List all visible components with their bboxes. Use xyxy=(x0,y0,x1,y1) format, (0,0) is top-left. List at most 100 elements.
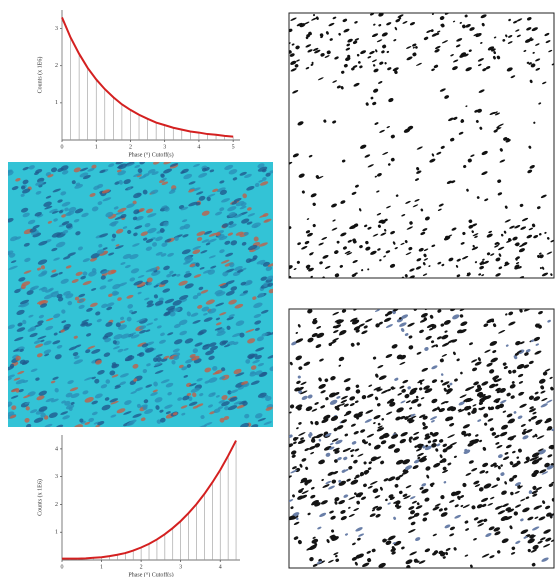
spot xyxy=(137,168,143,174)
spot xyxy=(330,415,339,421)
spot xyxy=(540,390,546,394)
spot xyxy=(346,252,353,256)
spot xyxy=(533,121,536,124)
spot xyxy=(423,253,427,258)
spot xyxy=(513,411,517,414)
spot xyxy=(132,243,140,247)
spot xyxy=(521,217,529,222)
spot xyxy=(348,465,353,470)
spot xyxy=(56,344,63,349)
spot xyxy=(135,215,144,221)
spot xyxy=(254,320,262,325)
spot xyxy=(533,396,541,401)
spot xyxy=(550,539,554,542)
spot xyxy=(160,173,165,178)
spot xyxy=(88,417,95,423)
spot xyxy=(451,227,457,231)
spot xyxy=(362,439,366,444)
spot xyxy=(502,503,509,508)
spot xyxy=(356,500,360,505)
spot xyxy=(298,422,302,425)
spot xyxy=(455,44,461,48)
spot xyxy=(531,562,536,567)
spot xyxy=(545,505,551,510)
spot xyxy=(38,390,47,396)
spot xyxy=(109,221,119,226)
spot xyxy=(188,188,195,193)
spot xyxy=(171,360,176,365)
spot xyxy=(418,247,424,252)
spot xyxy=(493,378,497,383)
spot xyxy=(304,21,310,25)
spot xyxy=(352,65,358,69)
spot xyxy=(10,395,19,399)
spot xyxy=(368,442,372,446)
spot xyxy=(322,254,329,259)
spot xyxy=(412,46,415,49)
spot xyxy=(400,242,405,246)
spot xyxy=(422,517,428,522)
spot xyxy=(196,403,204,407)
spot xyxy=(160,417,166,423)
spot xyxy=(111,362,116,366)
spot xyxy=(233,341,239,346)
spot xyxy=(378,81,383,84)
spot xyxy=(305,264,311,269)
x-tick-label: 0 xyxy=(61,564,64,570)
spot xyxy=(163,355,170,360)
spot xyxy=(54,354,62,360)
spot xyxy=(456,258,461,262)
spot xyxy=(196,231,206,236)
spot xyxy=(51,247,58,252)
spot xyxy=(376,39,383,43)
spot xyxy=(367,268,370,271)
spot xyxy=(111,238,116,242)
spot xyxy=(519,276,525,278)
spot xyxy=(208,392,216,398)
spot xyxy=(395,18,400,23)
spot xyxy=(8,169,13,174)
spot xyxy=(60,329,65,333)
spot xyxy=(137,342,147,347)
spot xyxy=(348,496,356,500)
spot xyxy=(132,413,142,418)
spot xyxy=(550,239,554,243)
spot xyxy=(463,164,467,169)
spot xyxy=(412,465,419,470)
spot xyxy=(52,188,61,193)
spot xyxy=(300,477,308,483)
spot xyxy=(501,490,507,495)
spot xyxy=(526,27,532,31)
spot xyxy=(268,331,273,336)
spot xyxy=(37,335,47,340)
spot xyxy=(51,232,62,238)
spot xyxy=(116,169,122,173)
spot xyxy=(298,173,305,178)
spot xyxy=(420,231,426,236)
spot xyxy=(22,212,30,218)
spot xyxy=(269,170,273,174)
spot xyxy=(378,321,383,325)
spot xyxy=(26,423,32,427)
spot xyxy=(410,521,416,526)
spot xyxy=(252,255,258,260)
spot xyxy=(400,400,406,404)
spot xyxy=(345,47,351,51)
spot xyxy=(70,401,75,405)
spot xyxy=(293,441,297,445)
spot xyxy=(489,111,496,116)
spot xyxy=(338,32,341,36)
spot xyxy=(440,145,445,149)
spot xyxy=(61,309,66,314)
spot xyxy=(422,425,428,430)
spot xyxy=(546,237,550,240)
spot xyxy=(462,504,470,509)
spot xyxy=(542,371,548,376)
spot xyxy=(310,275,313,278)
spot xyxy=(319,461,325,465)
spot xyxy=(347,239,352,243)
spot xyxy=(430,340,435,344)
spot xyxy=(472,233,479,237)
spot xyxy=(300,381,307,385)
spot xyxy=(538,516,546,521)
